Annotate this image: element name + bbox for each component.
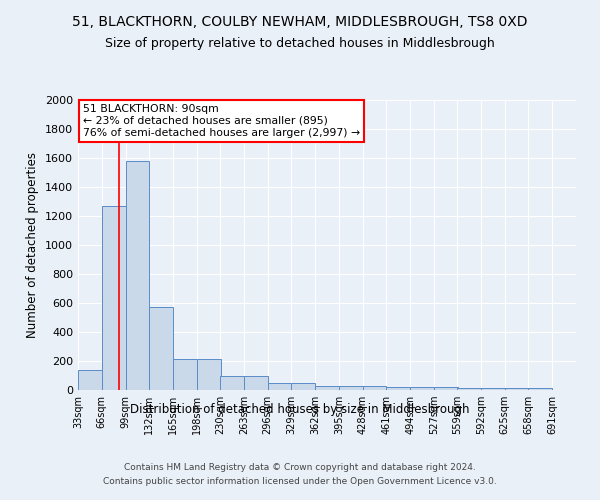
Bar xyxy=(434,387,458,390)
Bar xyxy=(386,387,410,390)
Y-axis label: Number of detached properties: Number of detached properties xyxy=(26,152,40,338)
Bar xyxy=(220,376,244,390)
Bar xyxy=(149,308,173,390)
Bar xyxy=(410,387,434,390)
Bar xyxy=(244,376,268,390)
Text: 51, BLACKTHORN, COULBY NEWHAM, MIDDLESBROUGH, TS8 0XD: 51, BLACKTHORN, COULBY NEWHAM, MIDDLESBR… xyxy=(72,15,528,29)
Bar xyxy=(362,386,386,390)
Bar xyxy=(78,370,102,390)
Text: Distribution of detached houses by size in Middlesbrough: Distribution of detached houses by size … xyxy=(130,402,470,415)
Text: Size of property relative to detached houses in Middlesbrough: Size of property relative to detached ho… xyxy=(105,38,495,51)
Bar xyxy=(339,386,362,390)
Bar xyxy=(197,359,221,390)
Bar xyxy=(125,161,149,390)
Bar xyxy=(292,383,315,390)
Bar xyxy=(173,359,197,390)
Bar xyxy=(481,388,505,390)
Text: Contains HM Land Registry data © Crown copyright and database right 2024.: Contains HM Land Registry data © Crown c… xyxy=(124,462,476,471)
Bar xyxy=(505,388,529,390)
Bar xyxy=(102,206,125,390)
Bar xyxy=(315,386,339,390)
Bar xyxy=(457,388,481,390)
Bar xyxy=(268,383,292,390)
Text: 51 BLACKTHORN: 90sqm
← 23% of detached houses are smaller (895)
76% of semi-deta: 51 BLACKTHORN: 90sqm ← 23% of detached h… xyxy=(83,104,360,138)
Bar xyxy=(529,388,552,390)
Text: Contains public sector information licensed under the Open Government Licence v3: Contains public sector information licen… xyxy=(103,478,497,486)
